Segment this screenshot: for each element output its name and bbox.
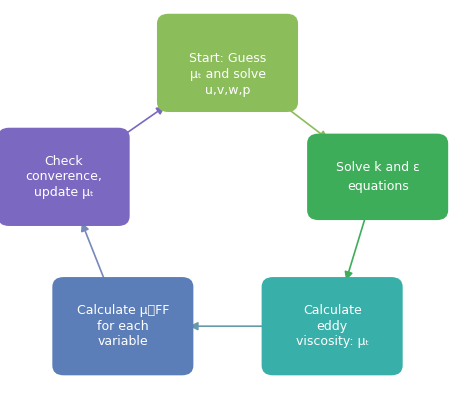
Text: Check: Check (45, 154, 83, 168)
Text: Solve k and ε: Solve k and ε (336, 160, 420, 174)
FancyBboxPatch shape (157, 14, 298, 112)
Text: for each: for each (97, 320, 149, 333)
Text: Calculate μ₞FF: Calculate μ₞FF (76, 304, 169, 317)
Text: variable: variable (97, 335, 148, 349)
Text: Start: Guess: Start: Guess (189, 52, 266, 66)
Text: eddy: eddy (317, 320, 348, 333)
Text: Calculate: Calculate (303, 304, 362, 317)
Text: μₜ and solve: μₜ and solve (189, 68, 266, 81)
FancyBboxPatch shape (52, 277, 193, 375)
Text: viscosity: μₜ: viscosity: μₜ (296, 335, 369, 349)
Text: u,v,w,p: u,v,w,p (205, 84, 250, 97)
FancyBboxPatch shape (262, 277, 403, 375)
Text: equations: equations (347, 180, 409, 193)
Text: converence,: converence, (25, 170, 102, 184)
FancyBboxPatch shape (0, 128, 130, 226)
FancyBboxPatch shape (307, 134, 448, 220)
Text: update μₜ: update μₜ (34, 186, 94, 199)
